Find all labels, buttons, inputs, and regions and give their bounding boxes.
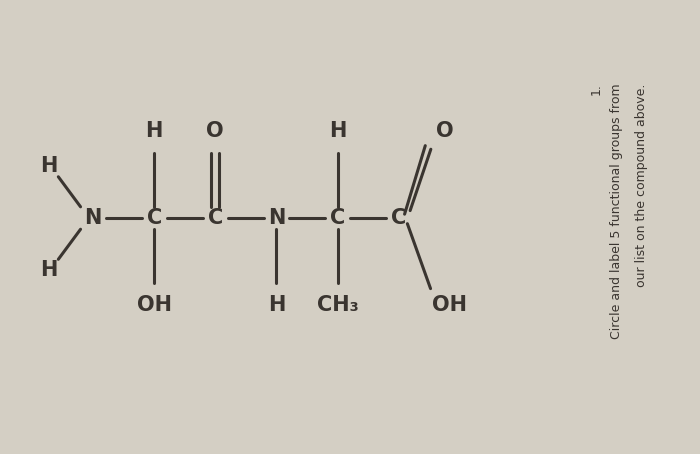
Text: H: H: [267, 296, 285, 316]
Text: 1.: 1.: [589, 84, 603, 95]
Text: CH₃: CH₃: [316, 296, 358, 316]
Text: Circle and label 5 functional groups from: Circle and label 5 functional groups fro…: [610, 84, 624, 339]
Text: O: O: [436, 121, 454, 141]
Text: C: C: [330, 208, 345, 228]
Text: H: H: [146, 121, 163, 141]
Text: N: N: [85, 208, 102, 228]
Text: H: H: [329, 121, 346, 141]
Text: H: H: [41, 260, 58, 280]
Text: our list on the compound above.: our list on the compound above.: [635, 84, 648, 287]
Text: C: C: [208, 208, 223, 228]
Text: C: C: [391, 208, 406, 228]
Text: OH: OH: [136, 296, 172, 316]
Text: N: N: [267, 208, 285, 228]
Text: H: H: [41, 157, 58, 177]
Text: OH: OH: [432, 296, 467, 316]
Text: O: O: [206, 121, 224, 141]
Text: C: C: [146, 208, 162, 228]
